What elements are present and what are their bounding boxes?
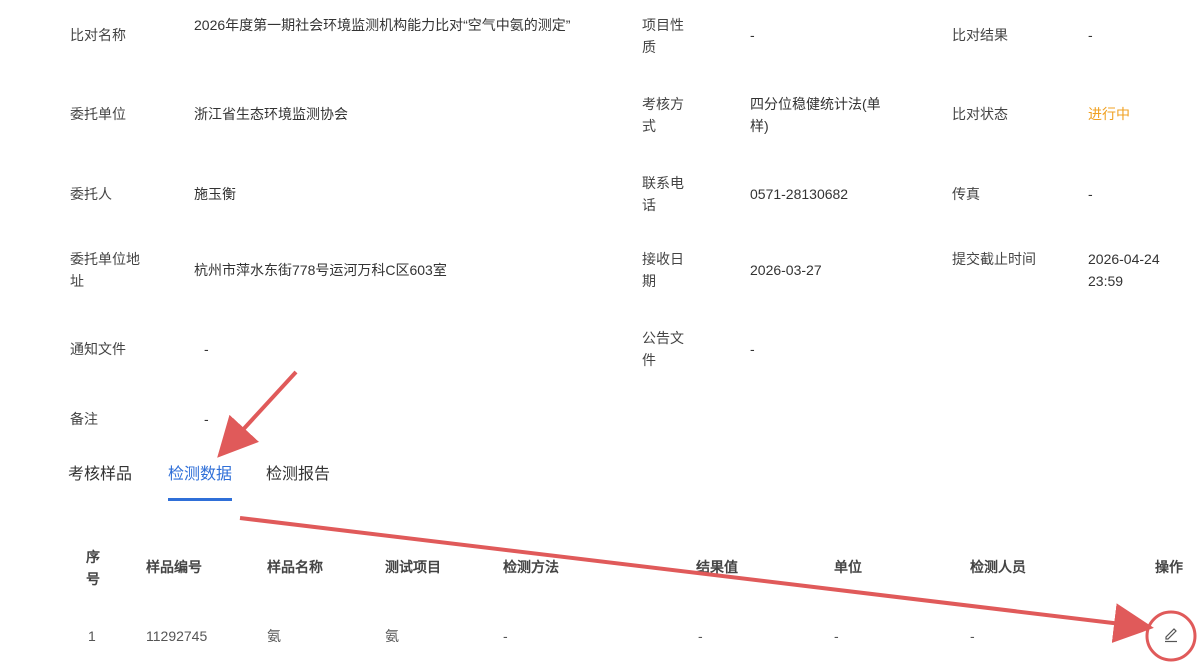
col-header-test-item: 测试项目 bbox=[385, 559, 441, 575]
cell-sample-name: 氨 bbox=[267, 628, 281, 644]
remark-label: 备注 bbox=[70, 411, 98, 427]
receive-date-value: 2026-03-27 bbox=[750, 262, 822, 278]
client-address-label: 委托单位地址 bbox=[70, 251, 140, 289]
project-nature-value: - bbox=[750, 27, 755, 43]
fax-label: 传真 bbox=[952, 186, 980, 202]
announcement-file-label: 公告文件 bbox=[642, 330, 684, 368]
project-nature-label: 项目性质 bbox=[642, 17, 684, 55]
compare-result-label: 比对结果 bbox=[952, 27, 1008, 43]
col-header-sample-no: 样品编号 bbox=[146, 559, 202, 575]
cell-test-item: 氨 bbox=[385, 628, 399, 644]
assess-method-label: 考核方式 bbox=[642, 96, 684, 134]
col-header-unit: 单位 bbox=[834, 559, 862, 575]
remark-value: - bbox=[204, 411, 209, 427]
assess-method-value: 四分位稳健统计法(单样) bbox=[750, 96, 881, 134]
client-unit-value: 浙江省生态环境监测协会 bbox=[194, 106, 348, 122]
announcement-file-value: - bbox=[750, 341, 755, 357]
tab-assessment-samples[interactable]: 考核样品 bbox=[68, 466, 133, 483]
active-tab-indicator bbox=[168, 498, 232, 501]
deadline-value: 2026-04-24 23:59 bbox=[1088, 251, 1160, 289]
phone-label: 联系电话 bbox=[642, 175, 684, 213]
fax-value: - bbox=[1088, 186, 1093, 202]
tab-test-data[interactable]: 检测数据 bbox=[168, 466, 233, 483]
col-header-tester: 检测人员 bbox=[970, 559, 1026, 575]
cell-unit: - bbox=[834, 628, 839, 644]
notice-file-label: 通知文件 bbox=[70, 341, 126, 357]
deadline-label: 提交截止时间 bbox=[952, 251, 1036, 267]
compare-result-value: - bbox=[1088, 27, 1093, 43]
client-unit-label: 委托单位 bbox=[70, 106, 126, 122]
edit-pencil-icon[interactable] bbox=[1160, 624, 1182, 646]
compare-status-label: 比对状态 bbox=[952, 106, 1008, 122]
col-header-method: 检测方法 bbox=[503, 559, 559, 575]
client-label: 委托人 bbox=[70, 186, 112, 202]
col-header-sample-name: 样品名称 bbox=[267, 559, 323, 575]
col-header-action: 操作 bbox=[1155, 559, 1183, 575]
annotation-arrow-tab bbox=[217, 370, 298, 458]
receive-date-label: 接收日期 bbox=[642, 251, 684, 289]
client-value: 施玉衡 bbox=[194, 186, 236, 202]
cell-sample-no: 11292745 bbox=[146, 628, 208, 644]
cell-tester: - bbox=[970, 628, 975, 644]
cell-index: 1 bbox=[88, 628, 96, 644]
compare-name-value: 2026年度第一期社会环境监测机构能力比对“空气中氨的测定” bbox=[194, 17, 571, 33]
cell-method: - bbox=[503, 628, 508, 644]
col-header-result: 结果值 bbox=[696, 559, 738, 575]
phone-value: 0571-28130682 bbox=[750, 186, 849, 202]
client-address-value: 杭州市萍水东街778号运河万科C区603室 bbox=[194, 262, 447, 278]
compare-name-label: 比对名称 bbox=[70, 27, 126, 43]
tab-test-report[interactable]: 检测报告 bbox=[266, 466, 331, 483]
cell-result: - bbox=[698, 628, 703, 644]
col-header-index: 序号 bbox=[86, 549, 100, 587]
compare-status-value: 进行中 bbox=[1088, 106, 1130, 122]
notice-file-value: - bbox=[204, 341, 209, 357]
